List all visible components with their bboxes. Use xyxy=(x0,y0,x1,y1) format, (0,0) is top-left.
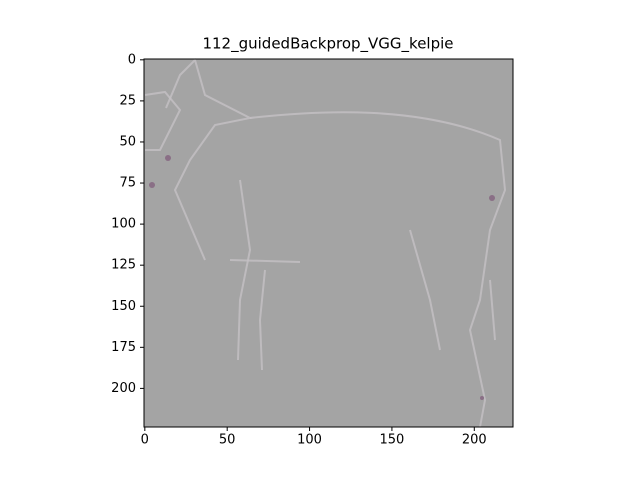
image-outline xyxy=(144,90,182,151)
axes-frame xyxy=(143,58,514,428)
y-tick-label: 175 xyxy=(111,340,136,355)
x-tick-label: 200 xyxy=(462,433,487,448)
image-outline xyxy=(229,259,496,341)
image-outline xyxy=(249,111,507,428)
y-tick-label: 125 xyxy=(111,258,136,273)
image xyxy=(143,58,514,428)
y-tick-label: 25 xyxy=(119,93,136,108)
x-tick-label: 100 xyxy=(297,433,322,448)
chart-title: 112_guidedBackprop_VGG_kelpie xyxy=(202,35,453,54)
image-outline xyxy=(237,179,441,371)
image-detail xyxy=(149,155,495,400)
y-tick-label: 200 xyxy=(111,381,136,396)
y-tick-label: 100 xyxy=(111,217,136,232)
x-tick-label: 0 xyxy=(141,433,149,448)
x-tick-label: 50 xyxy=(219,433,236,448)
x-tick-label: 150 xyxy=(380,433,405,448)
y-tick-label: 150 xyxy=(111,299,136,314)
image-background xyxy=(144,59,513,427)
image-outline xyxy=(144,58,507,428)
y-tick-label: 75 xyxy=(119,176,136,191)
y-tick-label: 50 xyxy=(119,134,136,149)
y-tick-label: 0 xyxy=(128,52,136,67)
